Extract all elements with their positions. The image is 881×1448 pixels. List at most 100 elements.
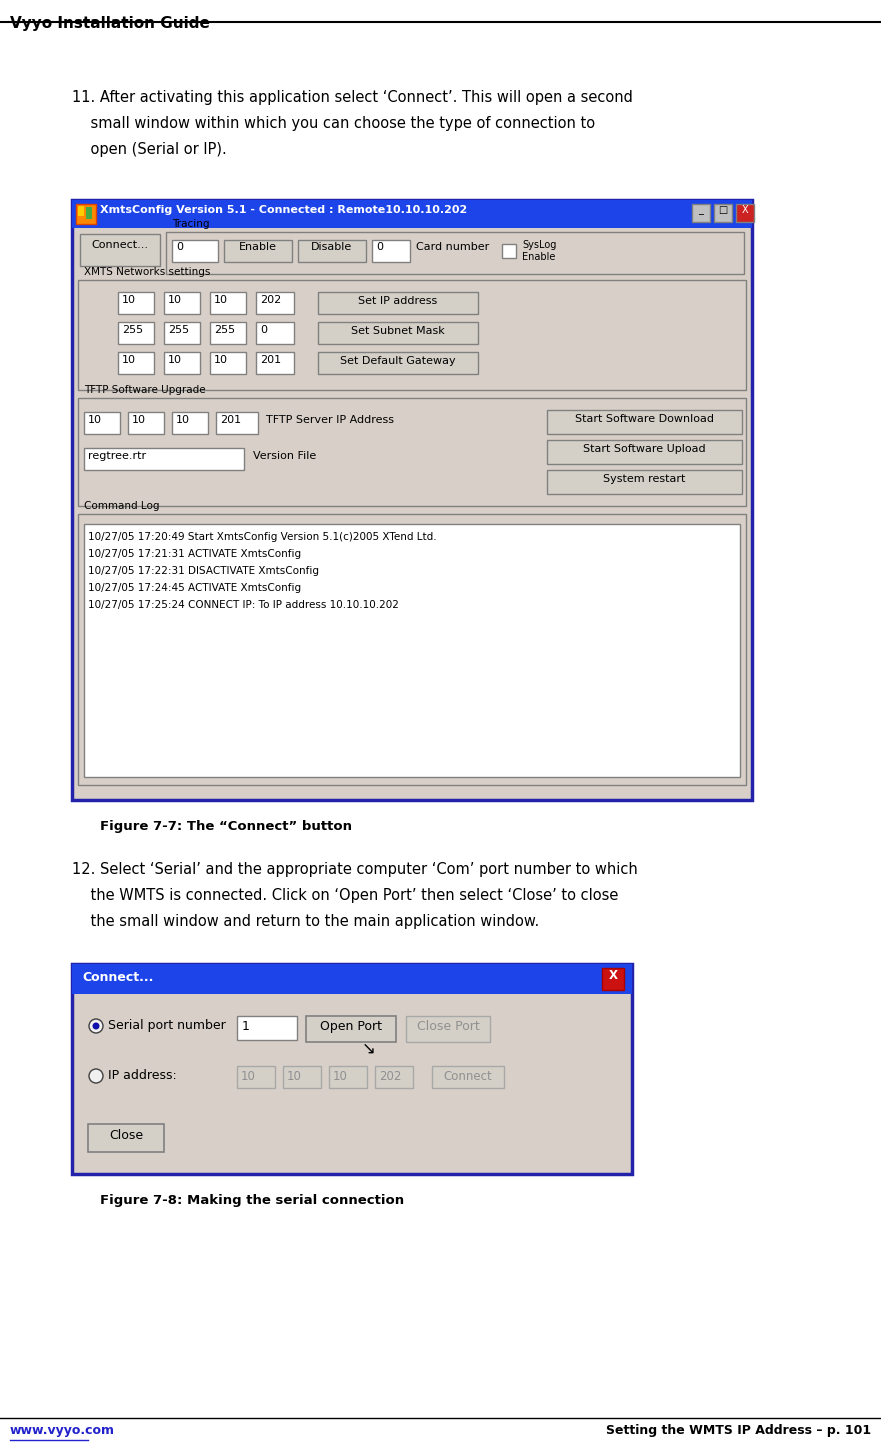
FancyBboxPatch shape	[406, 1016, 490, 1043]
FancyBboxPatch shape	[84, 447, 244, 471]
FancyBboxPatch shape	[118, 292, 154, 314]
FancyBboxPatch shape	[72, 200, 752, 799]
Text: 202: 202	[379, 1070, 402, 1083]
FancyBboxPatch shape	[318, 292, 478, 314]
Text: 10: 10	[214, 295, 228, 306]
FancyBboxPatch shape	[88, 1124, 164, 1153]
FancyBboxPatch shape	[547, 440, 742, 463]
Text: 0: 0	[176, 242, 183, 252]
Text: 10/27/05 17:25:24 CONNECT IP: To IP address 10.10.10.202: 10/27/05 17:25:24 CONNECT IP: To IP addr…	[88, 599, 399, 610]
Text: ↘: ↘	[362, 1040, 376, 1058]
Text: 10/27/05 17:22:31 DISACTIVATE XmtsConfig: 10/27/05 17:22:31 DISACTIVATE XmtsConfig	[88, 566, 319, 576]
FancyBboxPatch shape	[256, 292, 294, 314]
Text: Setting the WMTS IP Address – p. 101: Setting the WMTS IP Address – p. 101	[606, 1423, 871, 1436]
FancyBboxPatch shape	[375, 1066, 413, 1087]
Text: 10: 10	[333, 1070, 348, 1083]
FancyBboxPatch shape	[283, 1066, 321, 1087]
Text: Version File: Version File	[253, 450, 316, 460]
FancyBboxPatch shape	[72, 200, 752, 227]
Text: XMTS Networks settings: XMTS Networks settings	[84, 266, 211, 277]
Text: Enable: Enable	[239, 242, 277, 252]
Text: 255: 255	[214, 324, 235, 334]
Text: Serial port number: Serial port number	[108, 1019, 226, 1032]
FancyBboxPatch shape	[210, 292, 246, 314]
Text: 1: 1	[242, 1019, 250, 1032]
Text: Set Default Gateway: Set Default Gateway	[340, 356, 455, 366]
FancyBboxPatch shape	[84, 413, 120, 434]
FancyBboxPatch shape	[329, 1066, 367, 1087]
Text: Enable: Enable	[522, 252, 555, 262]
Text: Open Port: Open Port	[320, 1019, 382, 1032]
FancyBboxPatch shape	[128, 413, 164, 434]
Text: 11. After activating this application select ‘Connect’. This will open a second: 11. After activating this application se…	[72, 90, 633, 106]
FancyBboxPatch shape	[547, 410, 742, 434]
Text: 10/27/05 17:24:45 ACTIVATE XmtsConfig: 10/27/05 17:24:45 ACTIVATE XmtsConfig	[88, 584, 301, 594]
FancyBboxPatch shape	[78, 514, 746, 785]
Text: regtree.rtr: regtree.rtr	[88, 450, 146, 460]
FancyBboxPatch shape	[298, 240, 366, 262]
Text: 201: 201	[220, 416, 241, 426]
Text: 255: 255	[168, 324, 189, 334]
Text: Start Software Upload: Start Software Upload	[583, 445, 706, 455]
FancyBboxPatch shape	[547, 471, 742, 494]
Text: Vyyo Installation Guide: Vyyo Installation Guide	[10, 16, 210, 30]
Text: SysLog: SysLog	[522, 240, 557, 251]
Text: 255: 255	[122, 324, 143, 334]
FancyBboxPatch shape	[256, 352, 294, 374]
Text: □: □	[718, 206, 728, 214]
FancyBboxPatch shape	[78, 206, 84, 216]
Text: X: X	[609, 969, 618, 982]
Text: Set IP address: Set IP address	[359, 295, 438, 306]
Circle shape	[89, 1069, 103, 1083]
Text: Connect: Connect	[444, 1070, 492, 1083]
FancyBboxPatch shape	[172, 240, 218, 262]
Text: 10: 10	[132, 416, 146, 426]
Text: 201: 201	[260, 355, 281, 365]
Text: 10: 10	[122, 355, 136, 365]
FancyBboxPatch shape	[118, 321, 154, 345]
FancyBboxPatch shape	[306, 1016, 396, 1043]
Text: Tracing: Tracing	[172, 219, 210, 229]
Text: www.vyyo.com: www.vyyo.com	[10, 1423, 115, 1436]
Text: 202: 202	[260, 295, 281, 306]
FancyBboxPatch shape	[76, 204, 96, 224]
FancyBboxPatch shape	[164, 321, 200, 345]
FancyBboxPatch shape	[118, 352, 154, 374]
Text: open (Serial or IP).: open (Serial or IP).	[72, 142, 226, 156]
Text: System restart: System restart	[603, 473, 685, 484]
Text: 10: 10	[214, 355, 228, 365]
Text: small window within which you can choose the type of connection to: small window within which you can choose…	[72, 116, 596, 130]
Text: Command Log: Command Log	[84, 501, 159, 511]
Text: Disable: Disable	[311, 242, 352, 252]
FancyBboxPatch shape	[736, 204, 754, 222]
Text: Figure 7-7: The “Connect” button: Figure 7-7: The “Connect” button	[100, 820, 352, 833]
Text: the small window and return to the main application window.: the small window and return to the main …	[72, 914, 539, 930]
Text: Close: Close	[109, 1129, 143, 1142]
FancyBboxPatch shape	[692, 204, 710, 222]
Text: 12. Select ‘Serial’ and the appropriate computer ‘Com’ port number to which: 12. Select ‘Serial’ and the appropriate …	[72, 862, 638, 877]
Text: Card number: Card number	[416, 242, 489, 252]
Text: XmtsConfig Version 5.1 - Connected : Remote10.10.10.202: XmtsConfig Version 5.1 - Connected : Rem…	[100, 206, 467, 214]
FancyBboxPatch shape	[80, 235, 160, 266]
Text: 10: 10	[287, 1070, 302, 1083]
Text: Connect...: Connect...	[82, 972, 153, 985]
FancyBboxPatch shape	[216, 413, 258, 434]
FancyBboxPatch shape	[224, 240, 292, 262]
Text: 0: 0	[260, 324, 267, 334]
Text: 10: 10	[241, 1070, 255, 1083]
Circle shape	[93, 1022, 100, 1030]
FancyBboxPatch shape	[86, 207, 92, 219]
FancyBboxPatch shape	[502, 245, 516, 258]
Text: 10: 10	[168, 355, 182, 365]
FancyBboxPatch shape	[164, 292, 200, 314]
FancyBboxPatch shape	[237, 1016, 297, 1040]
FancyBboxPatch shape	[210, 321, 246, 345]
Text: 10: 10	[88, 416, 102, 426]
Text: 10: 10	[176, 416, 190, 426]
FancyBboxPatch shape	[72, 964, 632, 1174]
Text: 10/27/05 17:20:49 Start XmtsConfig Version 5.1(c)2005 XTend Ltd.: 10/27/05 17:20:49 Start XmtsConfig Versi…	[88, 531, 437, 542]
Text: _: _	[699, 206, 703, 214]
Text: TFTP Software Upgrade: TFTP Software Upgrade	[84, 385, 205, 395]
FancyBboxPatch shape	[164, 352, 200, 374]
FancyBboxPatch shape	[210, 352, 246, 374]
